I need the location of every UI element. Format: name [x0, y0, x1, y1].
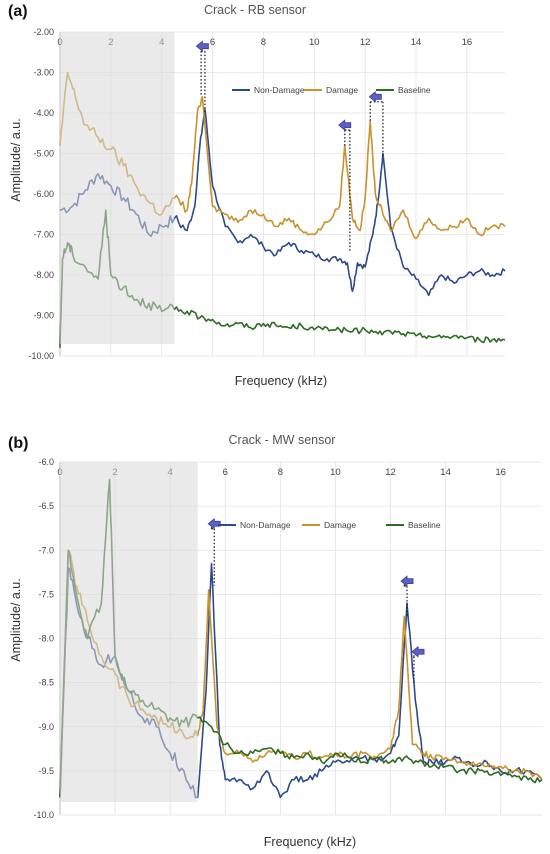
y-tick-label: -3.00: [33, 68, 54, 78]
y-tick-label: -4.00: [33, 108, 54, 118]
x-tick-label: 8: [261, 37, 266, 48]
y-tick-label: -6.5: [38, 501, 54, 511]
chart-a-title: Crack - RB sensor: [204, 3, 306, 17]
legend-label: Non-Damage: [240, 520, 291, 530]
x-tick-label: 10: [330, 467, 341, 478]
chart-b-legend: Non-Damage Damage Baseline: [218, 520, 441, 530]
x-tick-label: 6: [210, 37, 215, 48]
legend-label: Damage: [324, 520, 356, 530]
chart-b-title: Crack - MW sensor: [229, 433, 336, 447]
left-arrow-icon: [400, 575, 414, 587]
y-tick-label: -10.00: [28, 351, 54, 361]
y-tick-label: -10.0: [33, 810, 54, 820]
chart-b-shaded-region: [60, 462, 198, 802]
left-arrow-icon: [368, 90, 382, 103]
chart-b-annotations: [207, 517, 425, 683]
y-tick-label: -7.00: [33, 230, 54, 240]
chart-b-y-axis-label: Amplitude/ a.u.: [9, 578, 23, 661]
y-tick-label: -9.0: [38, 722, 54, 732]
legend-label: Baseline: [408, 520, 441, 530]
chart-a-legend: Non-Damage Damage Baseline: [232, 85, 431, 95]
x-tick-label: 14: [440, 467, 451, 478]
x-tick-label: 12: [385, 467, 396, 478]
chart-a-y-ticks: -2.00 -3.00 -4.00 -5.00 -6.00 -7.00 -8.00 -9.00…: [28, 27, 54, 361]
chart-a-x-axis-label: Frequency (kHz): [235, 374, 327, 388]
panel-a-label: (a): [8, 3, 28, 20]
y-tick-label: -8.00: [33, 270, 54, 280]
legend-label: Non-Damage: [254, 85, 305, 95]
x-tick-label: 6: [223, 467, 228, 478]
chart-a-shaded-region: [60, 32, 175, 344]
chart-b-y-ticks: -6.0 -6.5 -7.0 -7.5 -8.0 -8.5 -9.0 -9.5 -10.0: [33, 457, 54, 820]
x-tick-label: 16: [495, 467, 506, 478]
y-tick-label: -9.00: [33, 311, 54, 321]
chart-panel-b: (b) Crack - MW sensor 0246810121416 -6.0…: [8, 433, 543, 849]
x-tick-label: 14: [411, 37, 422, 48]
x-tick-label: 16: [462, 37, 473, 48]
left-arrow-icon: [207, 517, 221, 530]
x-tick-label: 10: [309, 37, 320, 48]
y-tick-label: -7.5: [38, 589, 54, 599]
x-tick-label: 8: [278, 467, 283, 478]
chart-a-annotations: [195, 40, 384, 251]
y-tick-label: -2.00: [33, 27, 54, 37]
chart-a-y-axis-label: Amplitude/ a.u.: [9, 118, 23, 201]
chart-b-x-axis-label: Frequency (kHz): [264, 835, 356, 849]
legend-label: Damage: [326, 85, 358, 95]
x-tick-label: 12: [360, 37, 371, 48]
legend-label: Baseline: [398, 85, 431, 95]
y-tick-label: -6.00: [33, 189, 54, 199]
left-arrow-icon: [195, 40, 209, 53]
left-arrow-icon: [411, 645, 425, 658]
y-tick-label: -9.5: [38, 766, 54, 776]
y-tick-label: -8.0: [38, 634, 54, 644]
y-tick-label: -7.0: [38, 545, 54, 555]
y-tick-label: -5.00: [33, 149, 54, 159]
panel-b-label: (b): [8, 435, 28, 452]
left-arrow-icon: [338, 119, 352, 132]
chart-panel-a: (a) Crack - RB sensor 0246810121416 -2.0…: [8, 3, 506, 388]
y-tick-label: -6.0: [38, 457, 54, 467]
y-tick-label: -8.5: [38, 678, 54, 688]
